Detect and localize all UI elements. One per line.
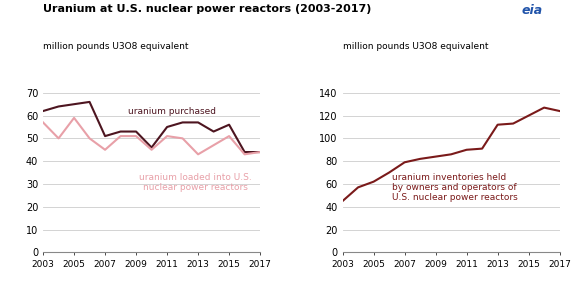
Text: uranium inventories held
by owners and operators of
U.S. nuclear power reactors: uranium inventories held by owners and o… [392,173,518,202]
Text: eia: eia [521,4,542,17]
Text: Uranium at U.S. nuclear power reactors (2003-2017): Uranium at U.S. nuclear power reactors (… [43,4,371,14]
Text: million pounds U3O8 equivalent: million pounds U3O8 equivalent [343,42,488,51]
Text: million pounds U3O8 equivalent: million pounds U3O8 equivalent [43,42,188,51]
Text: uranium loaded into U.S.
nuclear power reactors: uranium loaded into U.S. nuclear power r… [139,173,252,192]
Text: uranium purchased: uranium purchased [129,106,216,115]
